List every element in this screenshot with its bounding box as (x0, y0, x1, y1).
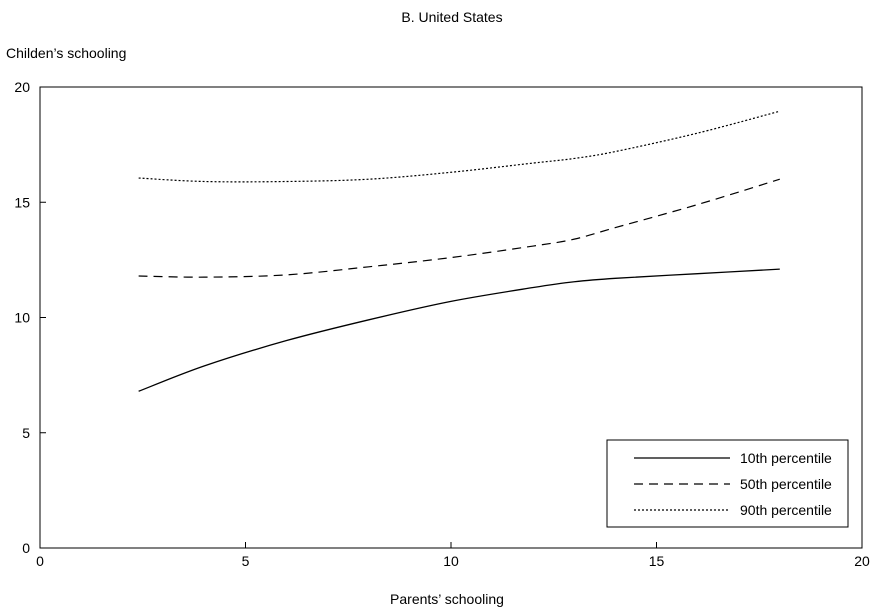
y-axis-label: Childen’s schooling (6, 45, 126, 61)
legend-label: 90th percentile (740, 502, 832, 518)
x-tick-label: 10 (443, 553, 459, 569)
x-tick-label: 0 (36, 553, 44, 569)
legend-label: 10th percentile (740, 450, 832, 466)
y-tick-label: 0 (22, 540, 30, 556)
x-tick-label: 20 (854, 553, 870, 569)
y-tick-label: 5 (22, 425, 30, 441)
legend-label: 50th percentile (740, 476, 832, 492)
chart-title: B. United States (401, 9, 502, 25)
axis-ticks: 0 5 10 15 20 0 5 10 15 20 (14, 79, 870, 569)
series-line-90th (138, 110, 780, 183)
series-layer (138, 110, 780, 392)
x-tick-label: 15 (649, 553, 665, 569)
x-tick-label: 5 (242, 553, 250, 569)
y-tick-label: 15 (14, 194, 30, 210)
y-tick-label: 10 (14, 310, 30, 326)
x-axis-label: Parents’ schooling (390, 591, 504, 607)
legend: 10th percentile 50th percentile 90th perce… (606, 439, 849, 528)
y-tick-label: 20 (14, 79, 30, 95)
series-line-50th (138, 178, 780, 278)
series-line-10th (138, 268, 780, 392)
